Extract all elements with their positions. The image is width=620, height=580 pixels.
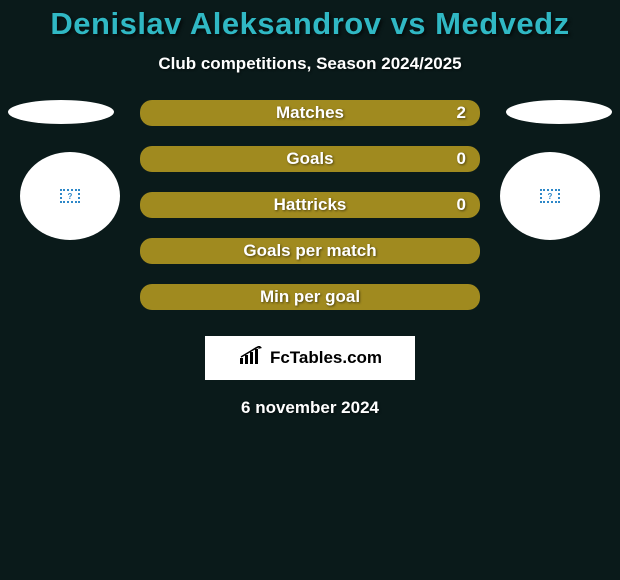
stat-label: Goals: [286, 149, 333, 169]
subtitle: Club competitions, Season 2024/2025: [0, 54, 620, 74]
left-player-circle: ?: [20, 152, 120, 240]
stat-value: 2: [457, 103, 466, 123]
bars-icon: [238, 346, 264, 371]
stat-row: Goals per match: [140, 238, 480, 264]
footer-date: 6 november 2024: [0, 398, 620, 418]
right-top-ellipse: [506, 100, 612, 124]
right-placeholder-icon: ?: [540, 189, 560, 203]
left-top-ellipse: [8, 100, 114, 124]
stats-list: Matches 2 Goals 0 Hattricks 0 Goals per match M…: [140, 100, 480, 330]
page-title: Denislav Aleksandrov vs Medvedz: [0, 0, 620, 42]
left-placeholder-icon: ?: [60, 189, 80, 203]
stat-label: Goals per match: [243, 241, 376, 261]
brand-text: FcTables.com: [270, 348, 382, 368]
right-player-circle: ?: [500, 152, 600, 240]
stat-label: Hattricks: [274, 195, 347, 215]
comparison-layout: ? ? Matches 2 Goals 0 Hattricks 0 Goals per ma…: [0, 100, 620, 330]
stat-value: 0: [457, 149, 466, 169]
stat-label: Matches: [276, 103, 344, 123]
stat-row: Matches 2: [140, 100, 480, 126]
brand-box: FcTables.com: [205, 336, 415, 380]
stat-value: 0: [457, 195, 466, 215]
right-placeholder-glyph: ?: [548, 192, 553, 201]
stat-label: Min per goal: [260, 287, 360, 307]
left-placeholder-glyph: ?: [68, 192, 73, 201]
stat-row: Goals 0: [140, 146, 480, 172]
stat-row: Hattricks 0: [140, 192, 480, 218]
stat-row: Min per goal: [140, 284, 480, 310]
